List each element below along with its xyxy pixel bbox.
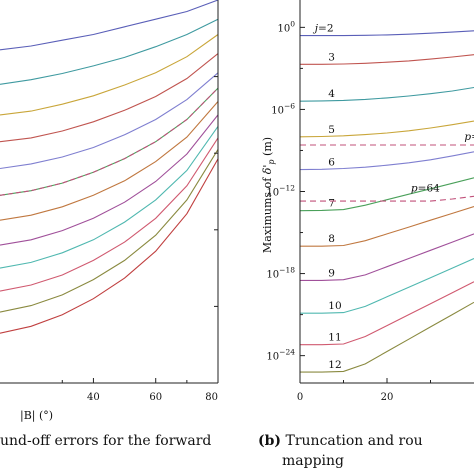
right-y-axis-label: Maximums of δ'p (m) — [261, 137, 276, 253]
right-series-line-9 — [300, 233, 474, 281]
right-series-line-6 — [299, 151, 474, 171]
right-y-tick-label-5: 10−24 — [266, 348, 295, 363]
left-series-line-1 — [0, 0, 219, 51]
right-series-label-9: 9 — [328, 267, 335, 279]
left-caption-text: und-off errors for the forward — [0, 433, 212, 449]
left-series-line-2 — [0, 18, 219, 85]
right-x-tick-label-0: 0 — [297, 392, 303, 403]
right-series-label-j-2: j=2 — [313, 23, 334, 35]
right-caption-label: (b) — [258, 433, 282, 449]
right-series-line-4 — [299, 86, 474, 102]
right-y-tick-label-2: 10−6 — [271, 101, 295, 116]
left-series-line-7 — [0, 101, 219, 221]
left-series-line-3 — [0, 34, 219, 116]
left-series-line-12 — [0, 158, 219, 334]
left-series-line-4 — [0, 53, 219, 143]
right-series-label-5: 5 — [328, 124, 335, 136]
right-series-line-11 — [300, 281, 474, 346]
right-caption-text-line2: mapping — [282, 453, 345, 469]
right-series-label-10: 10 — [328, 300, 341, 312]
right-y-tick-label-4: 10−18 — [266, 266, 295, 281]
left-series-line-8 — [0, 114, 219, 246]
right-series-line-8 — [300, 205, 474, 247]
right-dashed-label-1: p= — [464, 131, 474, 143]
left-dashed-line-1 — [0, 87, 219, 196]
right-series-line-5 — [299, 120, 474, 138]
right-caption: (b) Truncation and rou — [258, 433, 423, 449]
right-caption-line2: mapping — [282, 453, 344, 469]
left-series-line-10 — [0, 137, 219, 292]
right-series-label-12: 12 — [328, 359, 341, 371]
left-chart-panel: 40 60 80 |B| (°) — [0, 0, 219, 423]
left-caption: und-off errors for the forward — [0, 433, 211, 449]
right-series-label-6: 6 — [328, 157, 335, 169]
right-series-label-8: 8 — [328, 233, 335, 245]
right-dashed-label-2: p=64 — [411, 182, 440, 194]
right-series-label-3: 3 — [328, 51, 335, 63]
right-y-tick-label-3: 10−12 — [266, 184, 295, 199]
right-caption-text-line1: Truncation and rou — [285, 433, 423, 449]
left-series-line-9 — [0, 126, 219, 269]
right-series-line-7 — [299, 177, 474, 212]
left-series-line-5 — [0, 72, 219, 170]
right-chart-panel: j=2 3 4 5 6 7 8 9 10 11 12 p= p=64 100 10−6 10−12 10−18 1… — [261, 0, 474, 403]
right-series-label-11: 11 — [328, 332, 341, 344]
right-x-tick-label-20: 20 — [381, 392, 394, 403]
right-series-line-j-2 — [300, 30, 474, 37]
left-x-tick-label-60: 60 — [149, 392, 162, 403]
right-series-label-7: 7 — [328, 198, 335, 210]
left-x-axis-label: |B| (°) — [20, 409, 53, 423]
right-series-line-12 — [300, 301, 474, 373]
right-dashed-line-2 — [300, 195, 474, 202]
right-y-tick-label-1: 100 — [277, 19, 295, 34]
right-series-line-3 — [300, 54, 474, 65]
left-series-line-11 — [0, 149, 219, 313]
left-x-tick-label-80: 80 — [205, 392, 218, 403]
right-series-line-10 — [300, 257, 474, 314]
right-series-label-4: 4 — [328, 88, 335, 100]
left-x-tick-label-40: 40 — [87, 392, 100, 403]
